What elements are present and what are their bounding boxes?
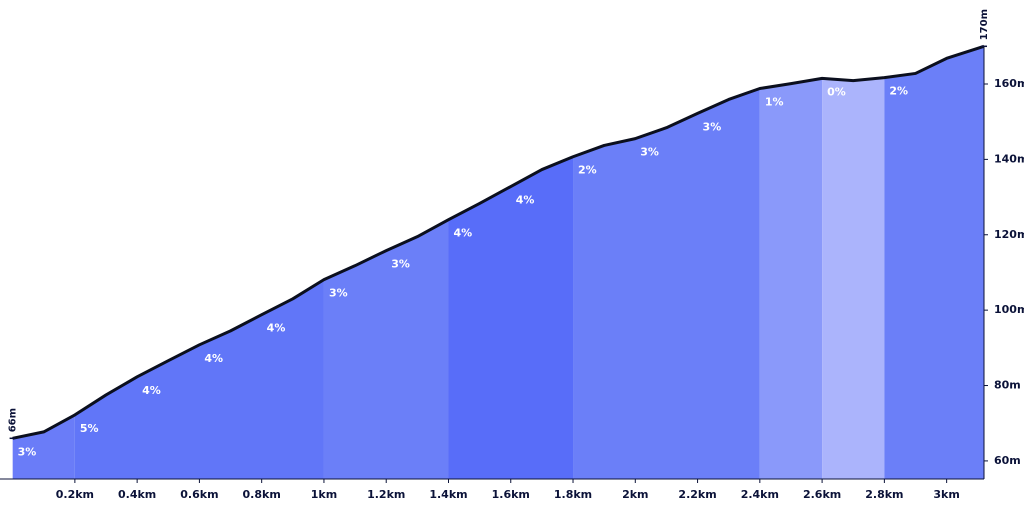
band bbox=[12, 46, 75, 480]
endpoint-label: 66m bbox=[8, 408, 19, 432]
y-tick-label: 100m bbox=[994, 303, 1024, 316]
grade-label: 4% bbox=[142, 384, 161, 397]
grade-label: 3% bbox=[703, 120, 722, 133]
elevation-line bbox=[12, 44, 985, 440]
x-tick-label: 1.8km bbox=[554, 488, 592, 501]
y-tick-label: 80m bbox=[994, 379, 1021, 392]
grade-label: 1% bbox=[765, 96, 784, 109]
x-tick-label: 2.2km bbox=[678, 488, 716, 501]
x-tick-label: 2.4km bbox=[741, 488, 779, 501]
grade-label: 4% bbox=[453, 227, 472, 240]
grade-label: 4% bbox=[267, 322, 286, 335]
grade-label: 4% bbox=[516, 194, 535, 207]
x-tick-label: 1.2km bbox=[367, 488, 405, 501]
band bbox=[759, 46, 823, 480]
x-tick-label: 0.6km bbox=[180, 488, 218, 501]
grade-label: 4% bbox=[204, 352, 223, 365]
x-tick-label: 2km bbox=[622, 488, 648, 501]
band bbox=[822, 46, 885, 480]
x-tick-label: 0.2km bbox=[56, 488, 94, 501]
y-tick-label: 120m bbox=[994, 228, 1024, 241]
y-tick-label: 160m bbox=[994, 77, 1024, 90]
grade-label: 3% bbox=[391, 258, 410, 271]
endpoint-label: 170m bbox=[979, 9, 990, 40]
band bbox=[573, 46, 760, 480]
x-tick-label: 1.6km bbox=[492, 488, 530, 501]
grade-label: 3% bbox=[640, 146, 659, 159]
x-tick-label: 0.4km bbox=[118, 488, 156, 501]
band bbox=[448, 46, 574, 480]
band bbox=[323, 46, 449, 480]
x-tick-label: 1.4km bbox=[429, 488, 467, 501]
grade-label: 2% bbox=[578, 164, 597, 177]
x-tick-label: 2.6km bbox=[803, 488, 841, 501]
grade-label: 3% bbox=[329, 287, 348, 300]
x-tick-label: 1km bbox=[311, 488, 337, 501]
grade-label: 5% bbox=[80, 422, 99, 435]
x-tick-label: 0.8km bbox=[243, 488, 281, 501]
band bbox=[884, 46, 984, 480]
y-tick-label: 140m bbox=[994, 152, 1024, 165]
x-tick-label: 3km bbox=[933, 488, 959, 501]
bands bbox=[12, 46, 984, 480]
x-tick-label: 2.8km bbox=[865, 488, 903, 501]
grade-label: 3% bbox=[18, 445, 37, 458]
grade-label: 0% bbox=[827, 85, 846, 98]
band bbox=[74, 46, 324, 480]
y-tick-label: 60m bbox=[994, 454, 1021, 467]
grade-label: 2% bbox=[889, 85, 908, 98]
